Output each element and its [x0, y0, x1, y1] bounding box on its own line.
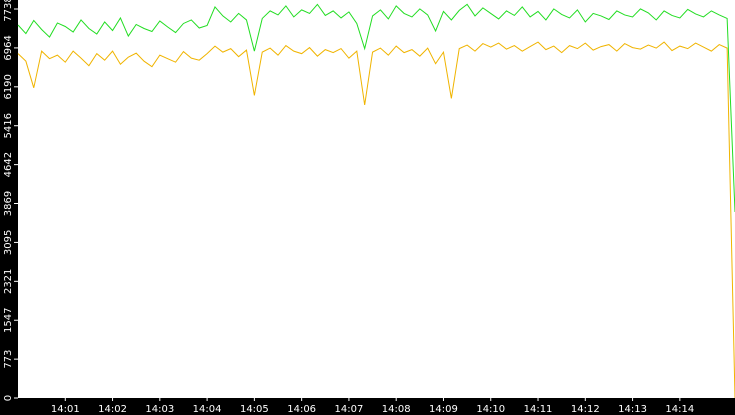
x-tick-label: 14:03	[145, 404, 174, 415]
x-tick-label: 14:09	[429, 404, 458, 415]
y-tick-label: 3869	[3, 191, 14, 216]
y-tick-label: 773	[3, 350, 14, 369]
y-tick-label: 0	[3, 395, 14, 401]
x-tick-label: 14:02	[98, 404, 127, 415]
x-tick-label: 14:11	[524, 404, 553, 415]
y-tick-label: 4642	[3, 152, 14, 177]
plot-area	[18, 0, 735, 398]
y-tick-label: 2321	[3, 269, 14, 294]
x-tick-label: 14:13	[618, 404, 647, 415]
x-tick-label: 14:05	[240, 404, 269, 415]
y-tick-label: 6190	[3, 74, 14, 99]
y-tick-label: 7738	[3, 0, 14, 22]
x-tick-label: 14:12	[571, 404, 600, 415]
x-tick-label: 14:04	[193, 404, 222, 415]
x-tick-label: 14:14	[665, 404, 694, 415]
x-tick-label: 14:06	[287, 404, 316, 415]
x-tick-label: 14:08	[382, 404, 411, 415]
y-tick-label: 3095	[3, 230, 14, 255]
y-tick-label: 6964	[3, 35, 14, 60]
x-tick-label: 14:10	[476, 404, 505, 415]
y-tick-label: 1547	[3, 308, 14, 333]
series-line	[17, 3, 735, 213]
x-tick-label: 14:01	[51, 404, 80, 415]
series-line	[17, 41, 735, 399]
x-tick-label: 14:07	[335, 404, 364, 415]
y-tick-label: 5416	[3, 113, 14, 138]
